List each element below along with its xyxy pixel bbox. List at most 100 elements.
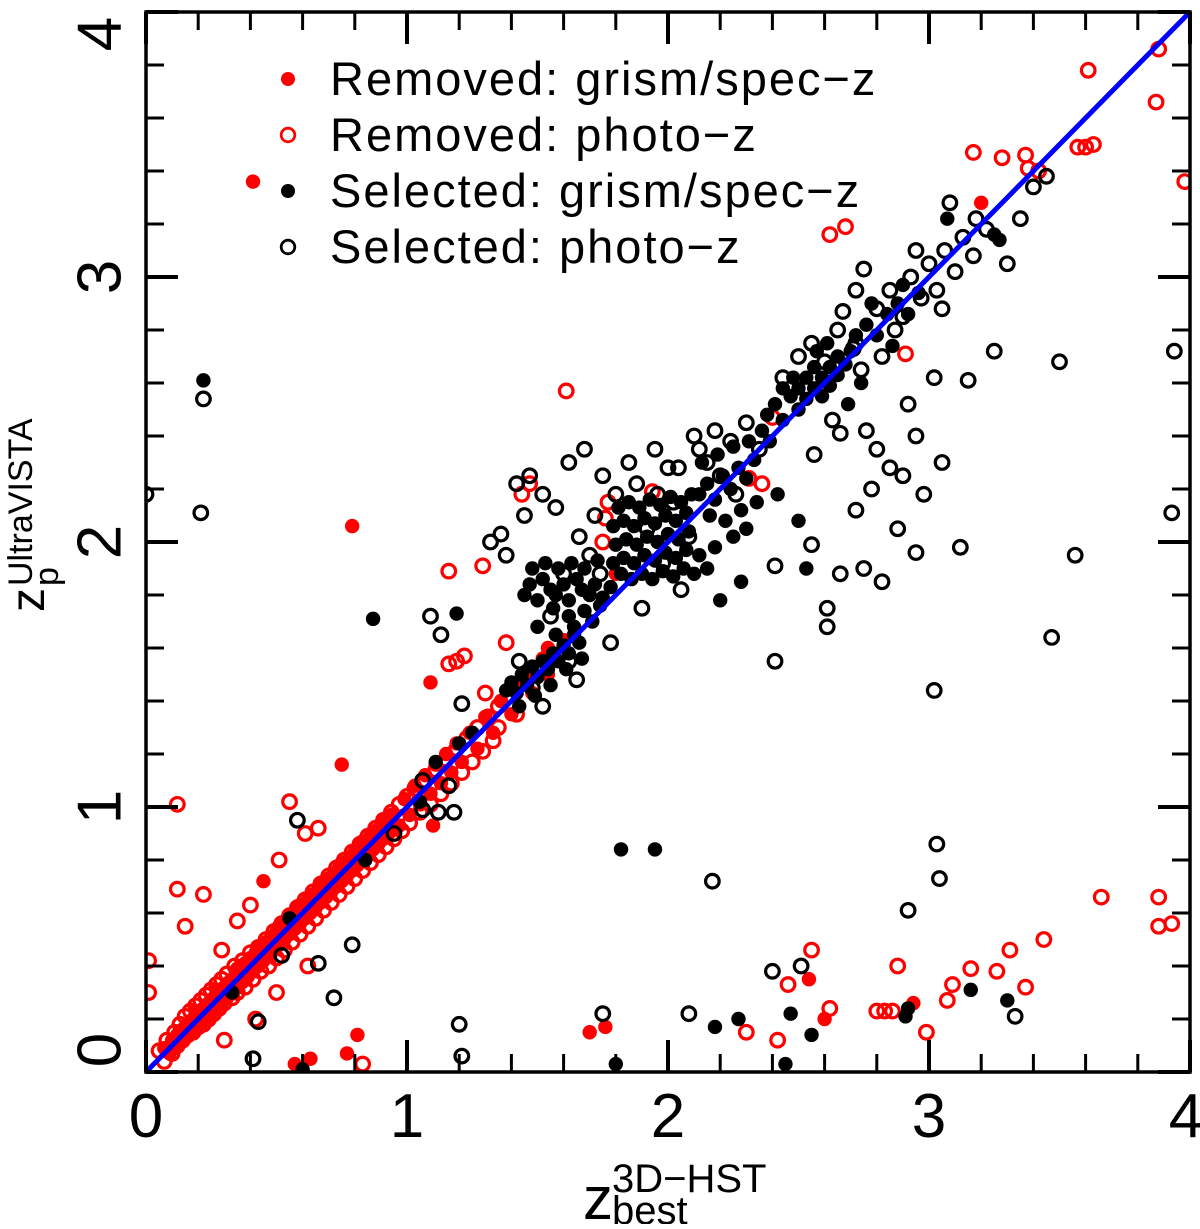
data-point bbox=[707, 1019, 723, 1035]
data-point bbox=[647, 842, 663, 857]
data-point bbox=[568, 671, 586, 689]
data-point bbox=[886, 321, 904, 339]
x-axis-label-subscript: best bbox=[612, 1189, 688, 1224]
x-tick-label: 1 bbox=[390, 1082, 424, 1151]
data-point bbox=[534, 697, 552, 715]
y-tick-label: 2 bbox=[66, 525, 135, 559]
data-point bbox=[594, 1005, 612, 1023]
legend-label: Removed: photo−z bbox=[330, 108, 758, 161]
data-point bbox=[508, 475, 526, 493]
data-point bbox=[992, 232, 1007, 248]
data-point bbox=[944, 976, 961, 993]
data-point bbox=[463, 753, 481, 771]
data-point bbox=[303, 1051, 318, 1066]
data-point bbox=[988, 962, 1006, 980]
data-point bbox=[831, 565, 849, 583]
data-point bbox=[941, 194, 959, 212]
x-tick-labels: 0 1 2 3 4 bbox=[129, 1082, 1200, 1151]
data-point bbox=[581, 546, 599, 564]
data-point bbox=[803, 334, 820, 352]
data-point bbox=[699, 561, 715, 576]
legend-marker-filled-circle bbox=[281, 72, 295, 86]
data-point bbox=[907, 544, 925, 561]
data-point bbox=[774, 369, 792, 387]
data-point bbox=[1077, 138, 1094, 156]
data-point bbox=[931, 870, 948, 887]
data-point bbox=[837, 218, 854, 236]
data-point bbox=[1001, 941, 1019, 959]
data-point bbox=[750, 440, 768, 458]
data-point bbox=[799, 370, 814, 385]
data-point bbox=[829, 321, 847, 339]
data-point bbox=[897, 345, 914, 363]
data-point bbox=[1150, 888, 1168, 906]
data-point bbox=[654, 554, 672, 572]
data-point bbox=[168, 795, 186, 813]
data-point bbox=[591, 565, 609, 583]
x-axis-label: z 3D−HST best bbox=[583, 1157, 767, 1229]
data-point bbox=[792, 957, 810, 975]
data-point bbox=[876, 1002, 894, 1020]
data-point bbox=[555, 565, 572, 583]
data-point bbox=[497, 634, 515, 652]
data-point bbox=[247, 1010, 265, 1028]
data-point bbox=[894, 308, 912, 326]
data-point bbox=[1085, 136, 1102, 153]
data-point bbox=[868, 300, 886, 318]
data-point bbox=[1035, 931, 1053, 948]
data-point bbox=[739, 521, 754, 536]
data-point bbox=[474, 742, 492, 760]
data-point bbox=[959, 371, 977, 389]
data-point bbox=[692, 548, 707, 563]
data-point bbox=[450, 1015, 468, 1033]
data-point bbox=[925, 369, 943, 387]
data-point bbox=[176, 917, 194, 935]
data-point bbox=[928, 281, 946, 299]
data-point bbox=[873, 348, 891, 365]
data-point bbox=[474, 557, 492, 575]
data-point bbox=[672, 581, 690, 599]
data-point bbox=[727, 485, 745, 503]
data-point bbox=[770, 487, 785, 502]
data-point bbox=[804, 1027, 819, 1043]
data-point bbox=[325, 989, 343, 1007]
data-point bbox=[711, 467, 729, 485]
data-point bbox=[299, 957, 317, 975]
data-point bbox=[1011, 210, 1029, 228]
data-point bbox=[790, 348, 807, 365]
data-point bbox=[334, 757, 349, 772]
data-point bbox=[440, 562, 458, 580]
data-point bbox=[820, 336, 835, 351]
data-point bbox=[423, 675, 438, 690]
data-point bbox=[881, 459, 899, 477]
data-point bbox=[543, 677, 558, 693]
legend-label: Selected: photo−z bbox=[330, 220, 742, 273]
data-point bbox=[244, 1050, 262, 1068]
data-point bbox=[801, 972, 817, 987]
data-point bbox=[428, 754, 443, 770]
data-point bbox=[535, 571, 550, 587]
data-point bbox=[1079, 61, 1097, 79]
data-point bbox=[590, 553, 605, 568]
data-point bbox=[769, 1031, 787, 1049]
data-point bbox=[445, 803, 463, 821]
data-point bbox=[482, 533, 499, 551]
data-point bbox=[912, 289, 930, 307]
data-point bbox=[951, 538, 969, 556]
data-point bbox=[831, 424, 849, 442]
legend-marker-open-circle bbox=[279, 238, 297, 256]
data-point bbox=[168, 880, 186, 898]
data-point bbox=[668, 550, 684, 566]
data-point bbox=[706, 422, 724, 440]
data-point bbox=[607, 485, 625, 503]
data-point bbox=[213, 941, 231, 959]
data-point bbox=[1163, 915, 1181, 932]
data-point bbox=[626, 556, 642, 571]
data-point bbox=[900, 1001, 916, 1016]
data-point bbox=[885, 338, 900, 354]
data-point bbox=[899, 901, 917, 919]
data-point bbox=[510, 652, 528, 670]
data-point bbox=[476, 684, 494, 702]
data-point bbox=[560, 454, 578, 471]
